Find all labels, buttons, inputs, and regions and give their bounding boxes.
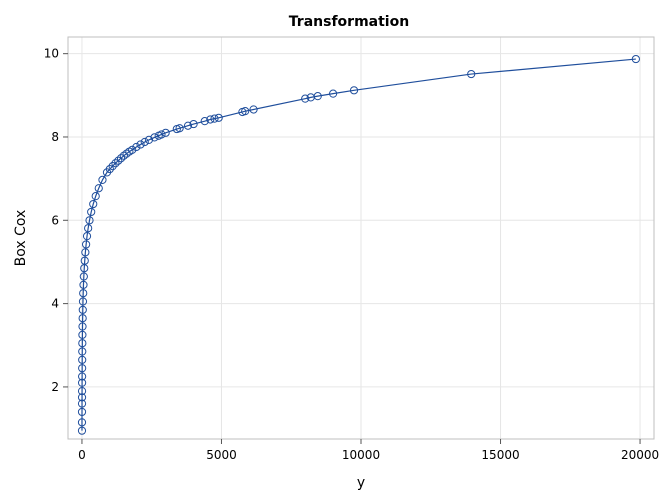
x-tick-label: 20000: [621, 448, 659, 462]
data-point: [119, 151, 128, 160]
y-tick-label: 2: [51, 380, 59, 394]
data-point: [301, 94, 310, 103]
x-axis-label: y: [357, 475, 365, 491]
data-point: [84, 224, 93, 233]
data-point: [81, 248, 90, 257]
y-tick-label: 10: [44, 47, 59, 61]
data-point: [111, 159, 120, 168]
data-point: [77, 393, 87, 402]
data-point: [91, 192, 100, 201]
x-tick-label: 15000: [481, 448, 519, 462]
data-point: [161, 128, 170, 137]
x-tick-label: 0: [78, 448, 86, 462]
data-point: [114, 156, 123, 165]
data-point: [98, 175, 107, 184]
data-point: [136, 140, 145, 149]
data-point: [77, 407, 87, 417]
data-point: [128, 145, 137, 154]
data-point: [78, 314, 87, 323]
y-tick-label: 8: [51, 130, 59, 144]
data-point: [78, 339, 87, 348]
data-point: [79, 280, 88, 289]
data-point: [79, 289, 88, 298]
x-axis: 0 5000 10000 15000 20000: [78, 439, 659, 462]
data-point: [200, 117, 209, 126]
data-point: [78, 372, 87, 381]
data-point: [79, 272, 88, 281]
y-axis: 2 4 6 8 10: [44, 47, 68, 394]
data-point: [108, 162, 117, 171]
data-point: [87, 207, 96, 217]
x-tick-label: 5000: [206, 448, 237, 462]
data-point: [77, 399, 87, 408]
data-point: [77, 386, 87, 396]
data-point: [94, 184, 103, 193]
data-point: [249, 105, 258, 114]
data-point: [313, 92, 322, 101]
data-point: [132, 142, 141, 152]
data-point: [78, 322, 87, 331]
chart-title: Transformation: [289, 14, 409, 30]
data-point: [214, 113, 223, 122]
data-point: [631, 54, 640, 64]
data-point: [140, 137, 149, 147]
data-point: [82, 240, 91, 249]
y-axis-label: Box Cox: [13, 210, 29, 267]
data-point: [210, 114, 219, 123]
data-point: [78, 355, 87, 364]
data-point: [78, 330, 87, 339]
grid: [68, 37, 654, 439]
data-point: [78, 347, 87, 356]
data-point: [175, 124, 184, 133]
data-point: [82, 232, 92, 241]
data-point: [157, 130, 166, 139]
data-point: [116, 154, 126, 163]
data-point: [206, 115, 215, 124]
data-point: [150, 133, 159, 142]
data-point: [241, 107, 250, 116]
data-point: [105, 164, 114, 174]
data-point: [183, 121, 193, 130]
data-point: [329, 89, 338, 98]
y-tick-label: 4: [51, 297, 59, 311]
data-point: [80, 256, 89, 265]
x-tick-label: 10000: [342, 448, 380, 462]
series-layer: [77, 54, 640, 435]
data-point: [77, 378, 87, 387]
data-point: [467, 69, 476, 79]
data-point: [85, 216, 94, 225]
data-point: [144, 135, 154, 144]
data-point: [189, 119, 198, 129]
data-point: [349, 86, 359, 95]
y-tick-label: 6: [51, 213, 59, 227]
data-point: [77, 426, 87, 435]
data-point: [122, 149, 131, 158]
data-point: [78, 305, 87, 314]
data-point: [78, 297, 88, 306]
data-point: [89, 199, 98, 209]
data-point: [77, 418, 87, 427]
series-line: [81, 58, 636, 431]
data-point: [78, 364, 87, 373]
